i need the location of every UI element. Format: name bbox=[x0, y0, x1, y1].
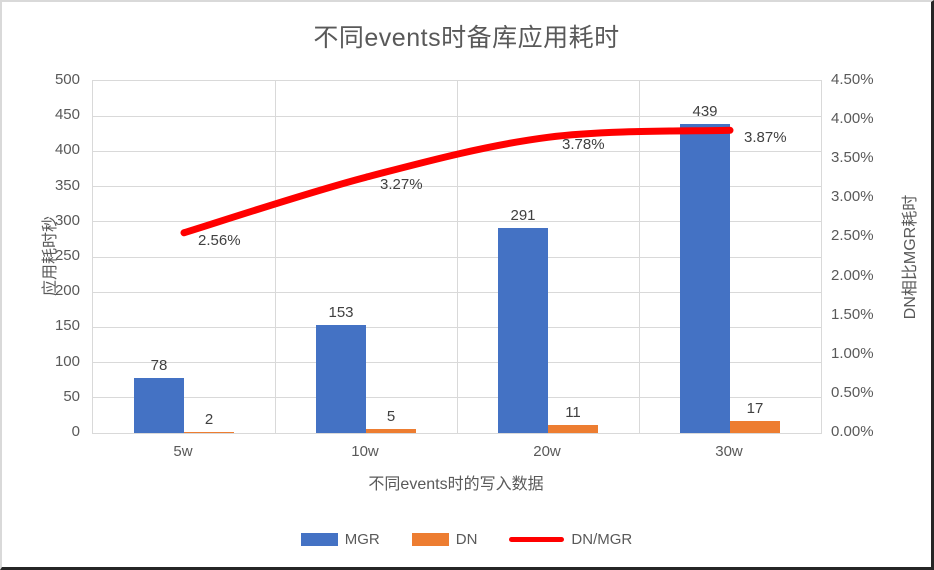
right-tick-label: 0.50% bbox=[831, 383, 874, 401]
left-tick-label: 100 bbox=[54, 352, 80, 370]
x-tick-label-5w: 5w bbox=[173, 443, 193, 460]
bar-dn-30w bbox=[730, 421, 780, 433]
right-tick-label: 4.00% bbox=[831, 110, 874, 128]
bar-dn-5w bbox=[184, 431, 234, 433]
bar-mgr-20w bbox=[498, 228, 548, 433]
right-tick-label: 1.00% bbox=[831, 344, 874, 362]
vertical-gridline bbox=[274, 81, 276, 433]
bar-dn-20w bbox=[548, 425, 598, 433]
right-tick-label: 3.50% bbox=[831, 149, 874, 167]
left-tick-label: 200 bbox=[54, 282, 80, 300]
left-tick-label: 50 bbox=[63, 387, 80, 405]
legend-swatch bbox=[509, 536, 565, 542]
left-tick-label: 450 bbox=[54, 106, 80, 124]
bar-value-label: 2 bbox=[204, 410, 214, 428]
chart-title: 不同events时备库应用耗时 bbox=[313, 24, 620, 52]
legend-label: DN bbox=[455, 530, 478, 548]
right-tick-label: 1.50% bbox=[831, 305, 874, 323]
legend: MGR DN DN/MGR bbox=[2, 529, 931, 549]
bar-value-label: 153 bbox=[328, 304, 354, 322]
left-tick-label: 400 bbox=[54, 141, 80, 159]
bar-value-label: 17 bbox=[746, 400, 764, 418]
legend-item-dn: DN bbox=[411, 530, 478, 548]
bar-mgr-5w bbox=[134, 378, 184, 433]
bar-value-label: 78 bbox=[150, 357, 168, 375]
bar-mgr-10w bbox=[316, 325, 366, 433]
right-axis-ticks: 0.00% 0.50% 1.00% 1.50% 2.00% 2.50% 3.00% 3.50%… bbox=[831, 71, 901, 440]
right-tick-label: 0.00% bbox=[831, 423, 874, 440]
line-value-label: 2.56% bbox=[198, 231, 241, 249]
line-value-label: 3.87% bbox=[744, 129, 787, 147]
x-tick-label-10w: 10w bbox=[351, 443, 379, 460]
x-axis-ticks: 5w 10w 20w 30w bbox=[92, 442, 820, 462]
legend-label: MGR bbox=[344, 530, 380, 548]
line-value-label: 3.78% bbox=[562, 136, 605, 154]
bar-value-label: 439 bbox=[692, 102, 718, 120]
vertical-gridline bbox=[638, 81, 640, 433]
left-tick-label: 150 bbox=[54, 317, 80, 335]
left-tick-label: 0 bbox=[71, 423, 80, 440]
x-tick-label-30w: 30w bbox=[715, 443, 743, 460]
right-tick-label: 2.00% bbox=[831, 266, 874, 284]
plot-area: 78 153 291 439 2 5 11 17 2.56% 3.27% 3.78% 3.87% bbox=[92, 80, 822, 434]
legend-item-mgr: MGR bbox=[300, 530, 380, 548]
left-tick-label: 500 bbox=[54, 71, 80, 88]
line-dn-mgr bbox=[180, 126, 734, 237]
left-tick-label: 250 bbox=[54, 247, 80, 264]
x-tick-label-20w: 20w bbox=[533, 443, 561, 460]
bar-value-label: 5 bbox=[386, 408, 396, 426]
left-tick-label: 350 bbox=[54, 176, 80, 194]
bar-dn-10w bbox=[366, 429, 416, 433]
vertical-gridline bbox=[456, 81, 458, 433]
right-tick-label: 3.00% bbox=[831, 188, 874, 206]
bar-mgr-30w bbox=[680, 123, 730, 433]
legend-swatch bbox=[300, 532, 338, 546]
line-value-label: 3.27% bbox=[380, 176, 423, 194]
bar-value-label: 291 bbox=[510, 207, 536, 225]
bar-value-label: 11 bbox=[565, 404, 581, 422]
legend-item-dn-mgr: DN/MGR bbox=[509, 531, 632, 548]
legend-label: DN/MGR bbox=[571, 530, 633, 548]
x-axis-title: 不同events时的写入数据 bbox=[368, 476, 544, 493]
left-axis-ticks: 0 50 100 150 200 250 300 350 400 450 500 bbox=[2, 71, 92, 440]
right-tick-label: 2.50% bbox=[831, 227, 874, 245]
left-tick-label: 300 bbox=[54, 211, 80, 229]
right-tick-label: 4.50% bbox=[831, 71, 874, 88]
legend-swatch bbox=[411, 532, 449, 546]
